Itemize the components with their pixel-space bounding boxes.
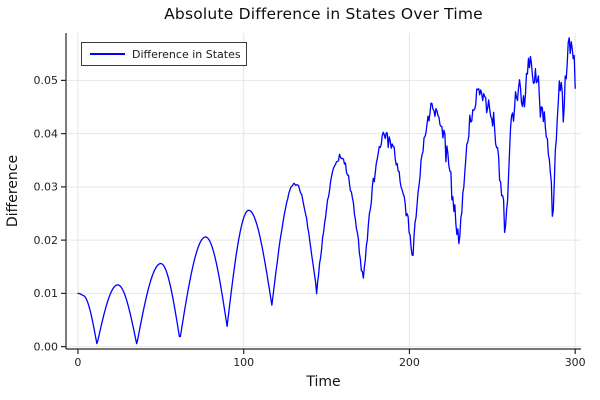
y-tick-label: 0.02	[34, 234, 59, 247]
y-tick-label: 0.00	[34, 340, 59, 353]
x-tick-label: 300	[565, 356, 586, 369]
y-tick-label: 0.04	[34, 127, 59, 140]
x-tick-label: 0	[74, 356, 81, 369]
y-tick-label: 0.03	[34, 181, 59, 194]
data-series-line	[77, 37, 576, 345]
chart-title: Absolute Difference in States Over Time	[164, 5, 483, 23]
x-tick-label: 200	[399, 356, 420, 369]
legend-entry-label: Difference in States	[132, 47, 241, 61]
legend-line-sample	[90, 53, 125, 55]
legend-box: Difference in States	[81, 42, 247, 66]
x-tick-label: 100	[233, 356, 254, 369]
y-tick-label: 0.01	[34, 287, 59, 300]
y-tick-label: 0.05	[34, 74, 59, 87]
x-axis-label: Time	[306, 374, 341, 390]
